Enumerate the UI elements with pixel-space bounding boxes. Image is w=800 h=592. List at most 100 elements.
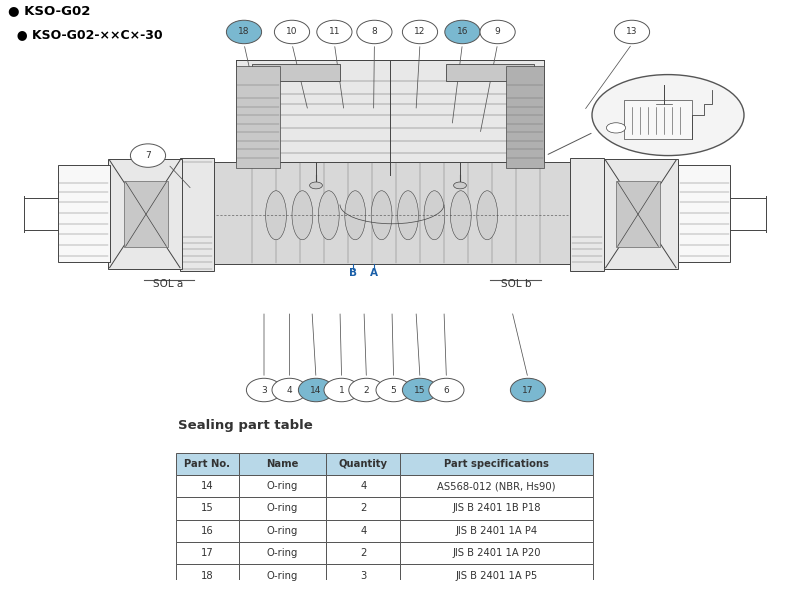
FancyBboxPatch shape [326, 475, 400, 497]
Text: 14: 14 [201, 481, 214, 491]
Ellipse shape [349, 378, 384, 402]
Text: 2: 2 [360, 548, 366, 558]
Text: O-ring: O-ring [267, 526, 298, 536]
Text: O-ring: O-ring [267, 481, 298, 491]
Text: 16: 16 [201, 526, 214, 536]
Ellipse shape [292, 191, 313, 240]
FancyBboxPatch shape [252, 64, 340, 81]
Text: 5: 5 [390, 385, 397, 394]
FancyBboxPatch shape [400, 497, 593, 520]
Ellipse shape [266, 191, 286, 240]
Ellipse shape [226, 20, 262, 44]
FancyBboxPatch shape [236, 60, 544, 175]
FancyBboxPatch shape [239, 452, 326, 475]
Text: 3: 3 [261, 385, 267, 394]
FancyBboxPatch shape [326, 542, 400, 564]
Ellipse shape [398, 191, 418, 240]
Text: O-ring: O-ring [267, 548, 298, 558]
Text: 1: 1 [338, 385, 345, 394]
Circle shape [310, 182, 322, 189]
Text: 4: 4 [360, 481, 366, 491]
Ellipse shape [272, 378, 307, 402]
Text: JIS B 2401 1A P4: JIS B 2401 1A P4 [455, 526, 538, 536]
Text: JIS B 2401 1A P20: JIS B 2401 1A P20 [452, 548, 541, 558]
Text: O-ring: O-ring [267, 571, 298, 581]
Text: Part No.: Part No. [185, 459, 230, 469]
Text: JIS B 2401 1A P5: JIS B 2401 1A P5 [455, 571, 538, 581]
Text: 2: 2 [360, 503, 366, 513]
Text: 13: 13 [626, 27, 638, 37]
Text: 18: 18 [238, 27, 250, 37]
Text: Quantity: Quantity [338, 459, 388, 469]
Ellipse shape [324, 378, 359, 402]
Ellipse shape [357, 20, 392, 44]
Ellipse shape [298, 378, 334, 402]
Text: 4: 4 [286, 385, 293, 394]
Text: Part specifications: Part specifications [444, 459, 549, 469]
Text: 17: 17 [522, 385, 534, 394]
Ellipse shape [614, 20, 650, 44]
FancyBboxPatch shape [400, 520, 593, 542]
FancyBboxPatch shape [239, 475, 326, 497]
FancyBboxPatch shape [506, 66, 544, 168]
Text: ● KSO-G02: ● KSO-G02 [8, 4, 90, 17]
Ellipse shape [429, 378, 464, 402]
FancyBboxPatch shape [239, 542, 326, 564]
Text: 17: 17 [201, 548, 214, 558]
Text: O-ring: O-ring [267, 503, 298, 513]
Text: 9: 9 [494, 27, 501, 37]
Text: 6: 6 [443, 385, 450, 394]
FancyBboxPatch shape [176, 475, 239, 497]
FancyBboxPatch shape [176, 520, 239, 542]
Circle shape [606, 123, 626, 133]
FancyBboxPatch shape [678, 165, 730, 262]
FancyBboxPatch shape [326, 520, 400, 542]
Text: A: A [370, 268, 378, 278]
FancyBboxPatch shape [176, 564, 239, 587]
Text: JIS B 2401 1B P18: JIS B 2401 1B P18 [452, 503, 541, 513]
Text: 10: 10 [286, 27, 298, 37]
FancyBboxPatch shape [400, 475, 593, 497]
FancyBboxPatch shape [176, 452, 239, 475]
Ellipse shape [376, 378, 411, 402]
FancyBboxPatch shape [176, 542, 239, 564]
Text: 11: 11 [329, 27, 340, 37]
FancyBboxPatch shape [446, 64, 534, 81]
Text: Sealing part table: Sealing part table [178, 419, 313, 432]
Text: 18: 18 [201, 571, 214, 581]
Text: 3: 3 [360, 571, 366, 581]
Text: SOL a: SOL a [153, 279, 183, 289]
Ellipse shape [402, 378, 438, 402]
Ellipse shape [424, 191, 445, 240]
FancyBboxPatch shape [180, 157, 214, 271]
Ellipse shape [371, 191, 392, 240]
FancyBboxPatch shape [326, 497, 400, 520]
FancyBboxPatch shape [176, 497, 239, 520]
FancyBboxPatch shape [239, 564, 326, 587]
Ellipse shape [480, 20, 515, 44]
Circle shape [592, 75, 744, 156]
Ellipse shape [274, 20, 310, 44]
FancyBboxPatch shape [400, 452, 593, 475]
Text: 2: 2 [363, 385, 370, 394]
FancyBboxPatch shape [212, 162, 572, 264]
Text: 4: 4 [360, 526, 366, 536]
Text: Name: Name [266, 459, 299, 469]
FancyBboxPatch shape [400, 542, 593, 564]
Text: 14: 14 [310, 385, 322, 394]
Ellipse shape [450, 191, 471, 240]
Text: 7: 7 [145, 151, 151, 160]
FancyBboxPatch shape [604, 159, 678, 269]
FancyBboxPatch shape [624, 100, 692, 139]
Ellipse shape [445, 20, 480, 44]
Text: 16: 16 [457, 27, 468, 37]
Text: ● KSO-G02-××C×-30: ● KSO-G02-××C×-30 [8, 28, 162, 41]
Ellipse shape [345, 191, 366, 240]
Text: 15: 15 [414, 385, 426, 394]
Text: SOL b: SOL b [501, 279, 531, 289]
FancyBboxPatch shape [239, 520, 326, 542]
FancyBboxPatch shape [108, 159, 182, 269]
Text: 15: 15 [201, 503, 214, 513]
Ellipse shape [477, 191, 498, 240]
Text: 12: 12 [414, 27, 426, 37]
